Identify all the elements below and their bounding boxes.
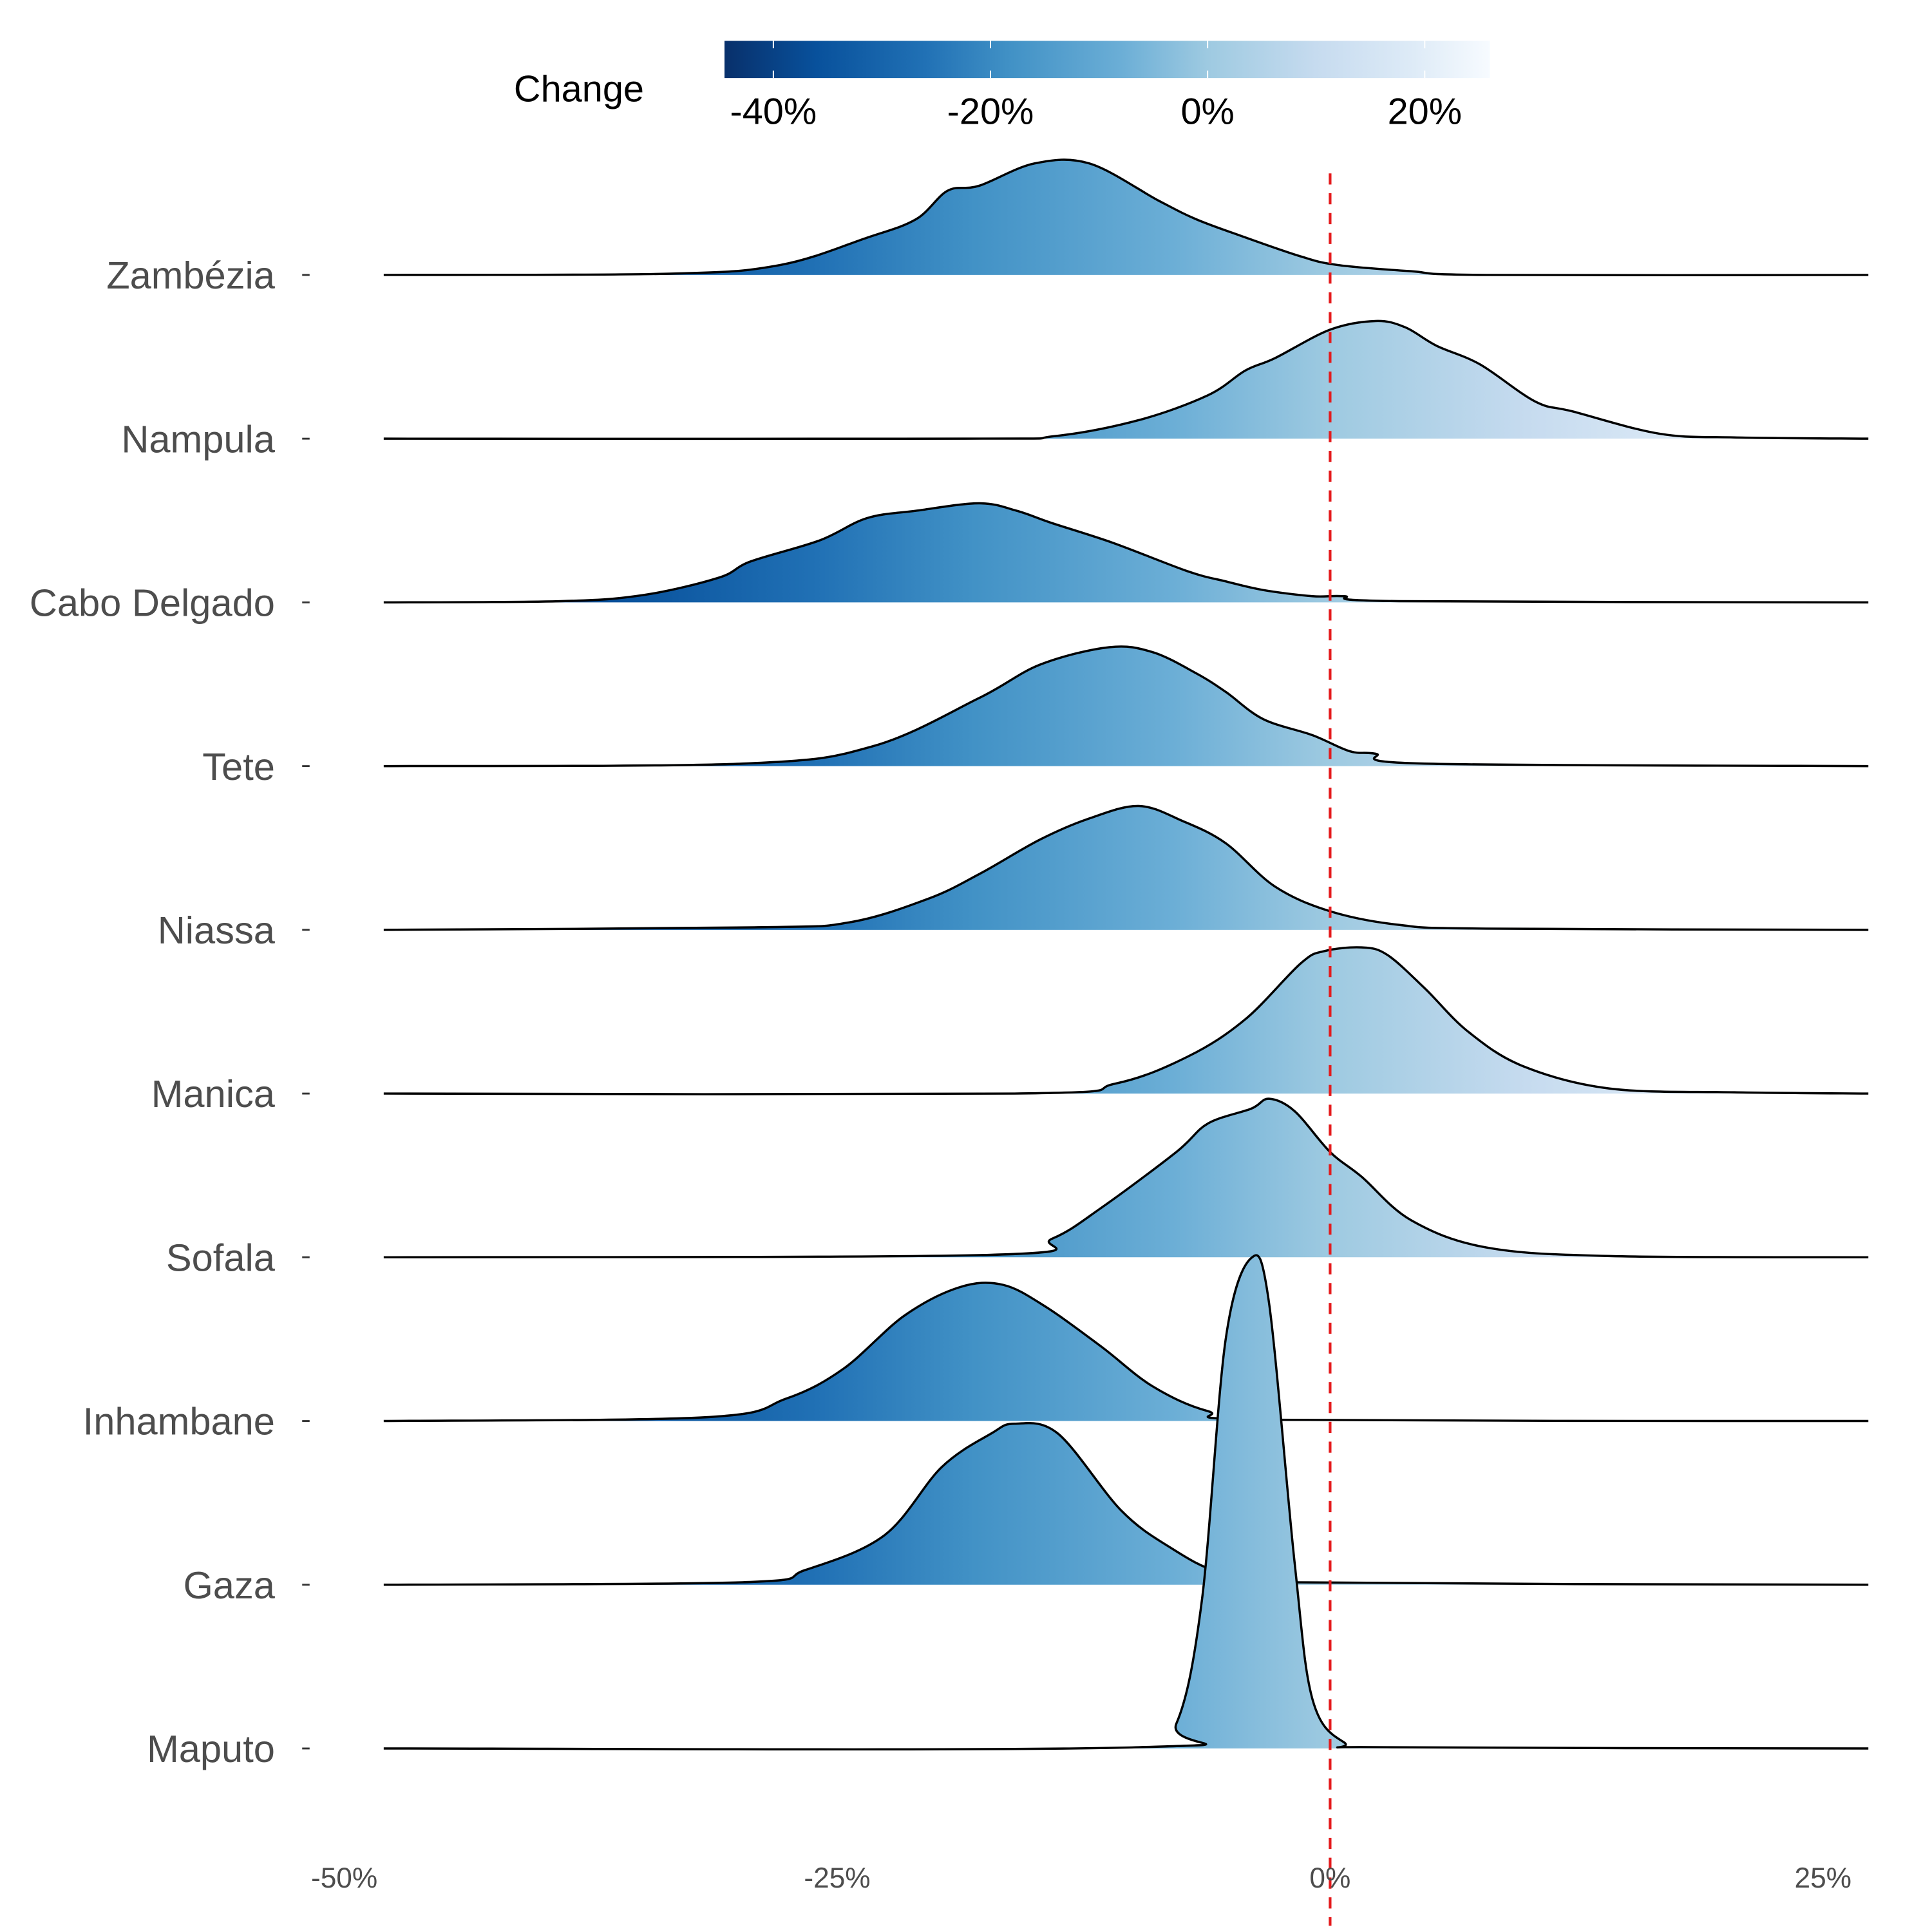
- density-area: [383, 1255, 1869, 1750]
- y-tick-label: Niassa: [158, 909, 276, 952]
- ridge-nampula: [383, 319, 1869, 440]
- density-area: [383, 1423, 1869, 1585]
- ridge-zambézia: [383, 158, 1869, 277]
- x-tick-label: 0%: [1309, 1862, 1350, 1894]
- density-outline: [383, 1097, 1869, 1259]
- density-outline: [383, 1254, 1869, 1751]
- y-tick-label: Zambézia: [106, 254, 276, 297]
- density-outline: [383, 158, 1869, 277]
- density-area: [383, 503, 1869, 603]
- density-outline: [383, 804, 1869, 931]
- density-area: [383, 646, 1869, 766]
- ridge-gaza: [383, 1422, 1869, 1586]
- legend-colorbar: [724, 41, 1490, 79]
- ridge-tete: [383, 645, 1869, 768]
- density-area: [383, 159, 1869, 276]
- density-area: [383, 321, 1869, 439]
- x-tick-label: -50%: [311, 1862, 377, 1894]
- ridge-sofala: [383, 1097, 1869, 1259]
- density-outline: [383, 946, 1869, 1095]
- legend-title: Change: [514, 69, 644, 110]
- density-outline: [383, 319, 1869, 440]
- legend-tick-label: -40%: [730, 91, 817, 132]
- y-tick-label: Cabo Delgado: [30, 582, 275, 625]
- ridge-inhambane: [383, 1282, 1869, 1423]
- color-legend: Change -40% -20% 0% 20%: [514, 41, 1490, 132]
- y-axis: Zambézia Nampula Cabo Delgado Tete Niassa Man…: [30, 254, 310, 1770]
- density-outline: [383, 645, 1869, 768]
- density-area: [383, 1099, 1869, 1258]
- ridge-maputo: [383, 1254, 1869, 1751]
- density-area: [383, 1282, 1869, 1421]
- y-tick-label: Gaza: [183, 1564, 275, 1607]
- x-tick-label: -25%: [804, 1862, 870, 1894]
- ridge-niassa: [383, 804, 1869, 931]
- y-tick-label: Inhambane: [83, 1400, 275, 1443]
- legend-tick-label: 0%: [1180, 91, 1234, 132]
- legend-tick-label: -20%: [947, 91, 1034, 132]
- ridge-manica: [383, 946, 1869, 1095]
- legend-tick-label: 20%: [1388, 91, 1462, 132]
- ridge-cabo-delgado: [383, 502, 1869, 604]
- density-area: [383, 947, 1869, 1095]
- y-tick-label: Tete: [202, 745, 275, 788]
- density-area: [383, 806, 1869, 930]
- x-tick-label: 25%: [1795, 1862, 1852, 1894]
- y-tick-label: Maputo: [147, 1727, 275, 1770]
- x-axis: -50% -25% 0% 25%: [311, 1862, 1852, 1894]
- y-tick-label: Manica: [151, 1072, 276, 1115]
- y-tick-label: Sofala: [166, 1236, 276, 1279]
- density-outline: [383, 502, 1869, 604]
- ridges: [383, 158, 1869, 1751]
- y-tick-label: Nampula: [121, 417, 275, 460]
